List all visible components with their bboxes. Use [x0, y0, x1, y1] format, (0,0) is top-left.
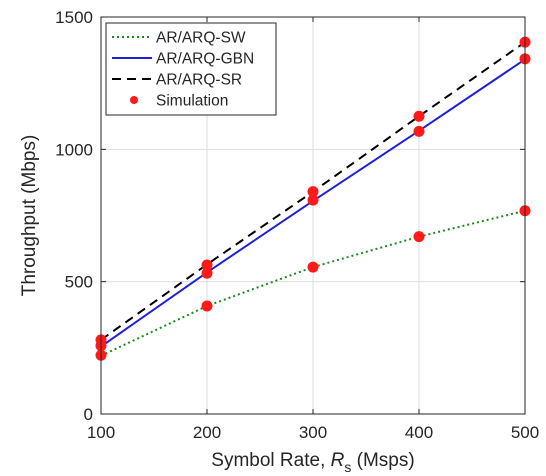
x-tick-label: 500	[511, 423, 539, 442]
x-tick-label: 200	[193, 423, 221, 442]
y-tick-label: 500	[65, 273, 93, 292]
y-tick-label: 0	[84, 405, 93, 424]
x-axis-label: Symbol Rate, Rs (Msps)	[211, 450, 414, 475]
simulation-point	[201, 259, 213, 271]
simulation-point	[413, 231, 425, 243]
legend-label: AR/ARQ-GBN	[156, 51, 254, 68]
simulation-point	[307, 186, 319, 198]
y-axis-label: Throughput (Mbps)	[19, 135, 40, 297]
simulation-point	[201, 300, 213, 312]
simulation-point	[201, 267, 213, 279]
legend: AR/ARQ-SW AR/ARQ-GBN AR/ARQ-SR Simulation	[105, 22, 277, 116]
simulation-point	[307, 194, 319, 206]
x-tick-label: 400	[405, 423, 433, 442]
x-tick-label: 300	[299, 423, 327, 442]
simulation-point	[307, 261, 319, 273]
legend-label: AR/ARQ-SR	[156, 72, 242, 89]
simulation-point	[413, 125, 425, 137]
legend-marker-simulation	[130, 96, 138, 104]
y-tick-label: 1000	[55, 140, 93, 159]
x-tick-label: 100	[87, 423, 115, 442]
tick-labels: 100 200 300 400 500 0 500 1000 1500	[55, 8, 539, 442]
legend-label: AR/ARQ-SW	[156, 30, 246, 47]
simulation-point	[413, 110, 425, 122]
y-tick-label: 1500	[55, 8, 93, 27]
legend-label: Simulation	[156, 93, 228, 110]
